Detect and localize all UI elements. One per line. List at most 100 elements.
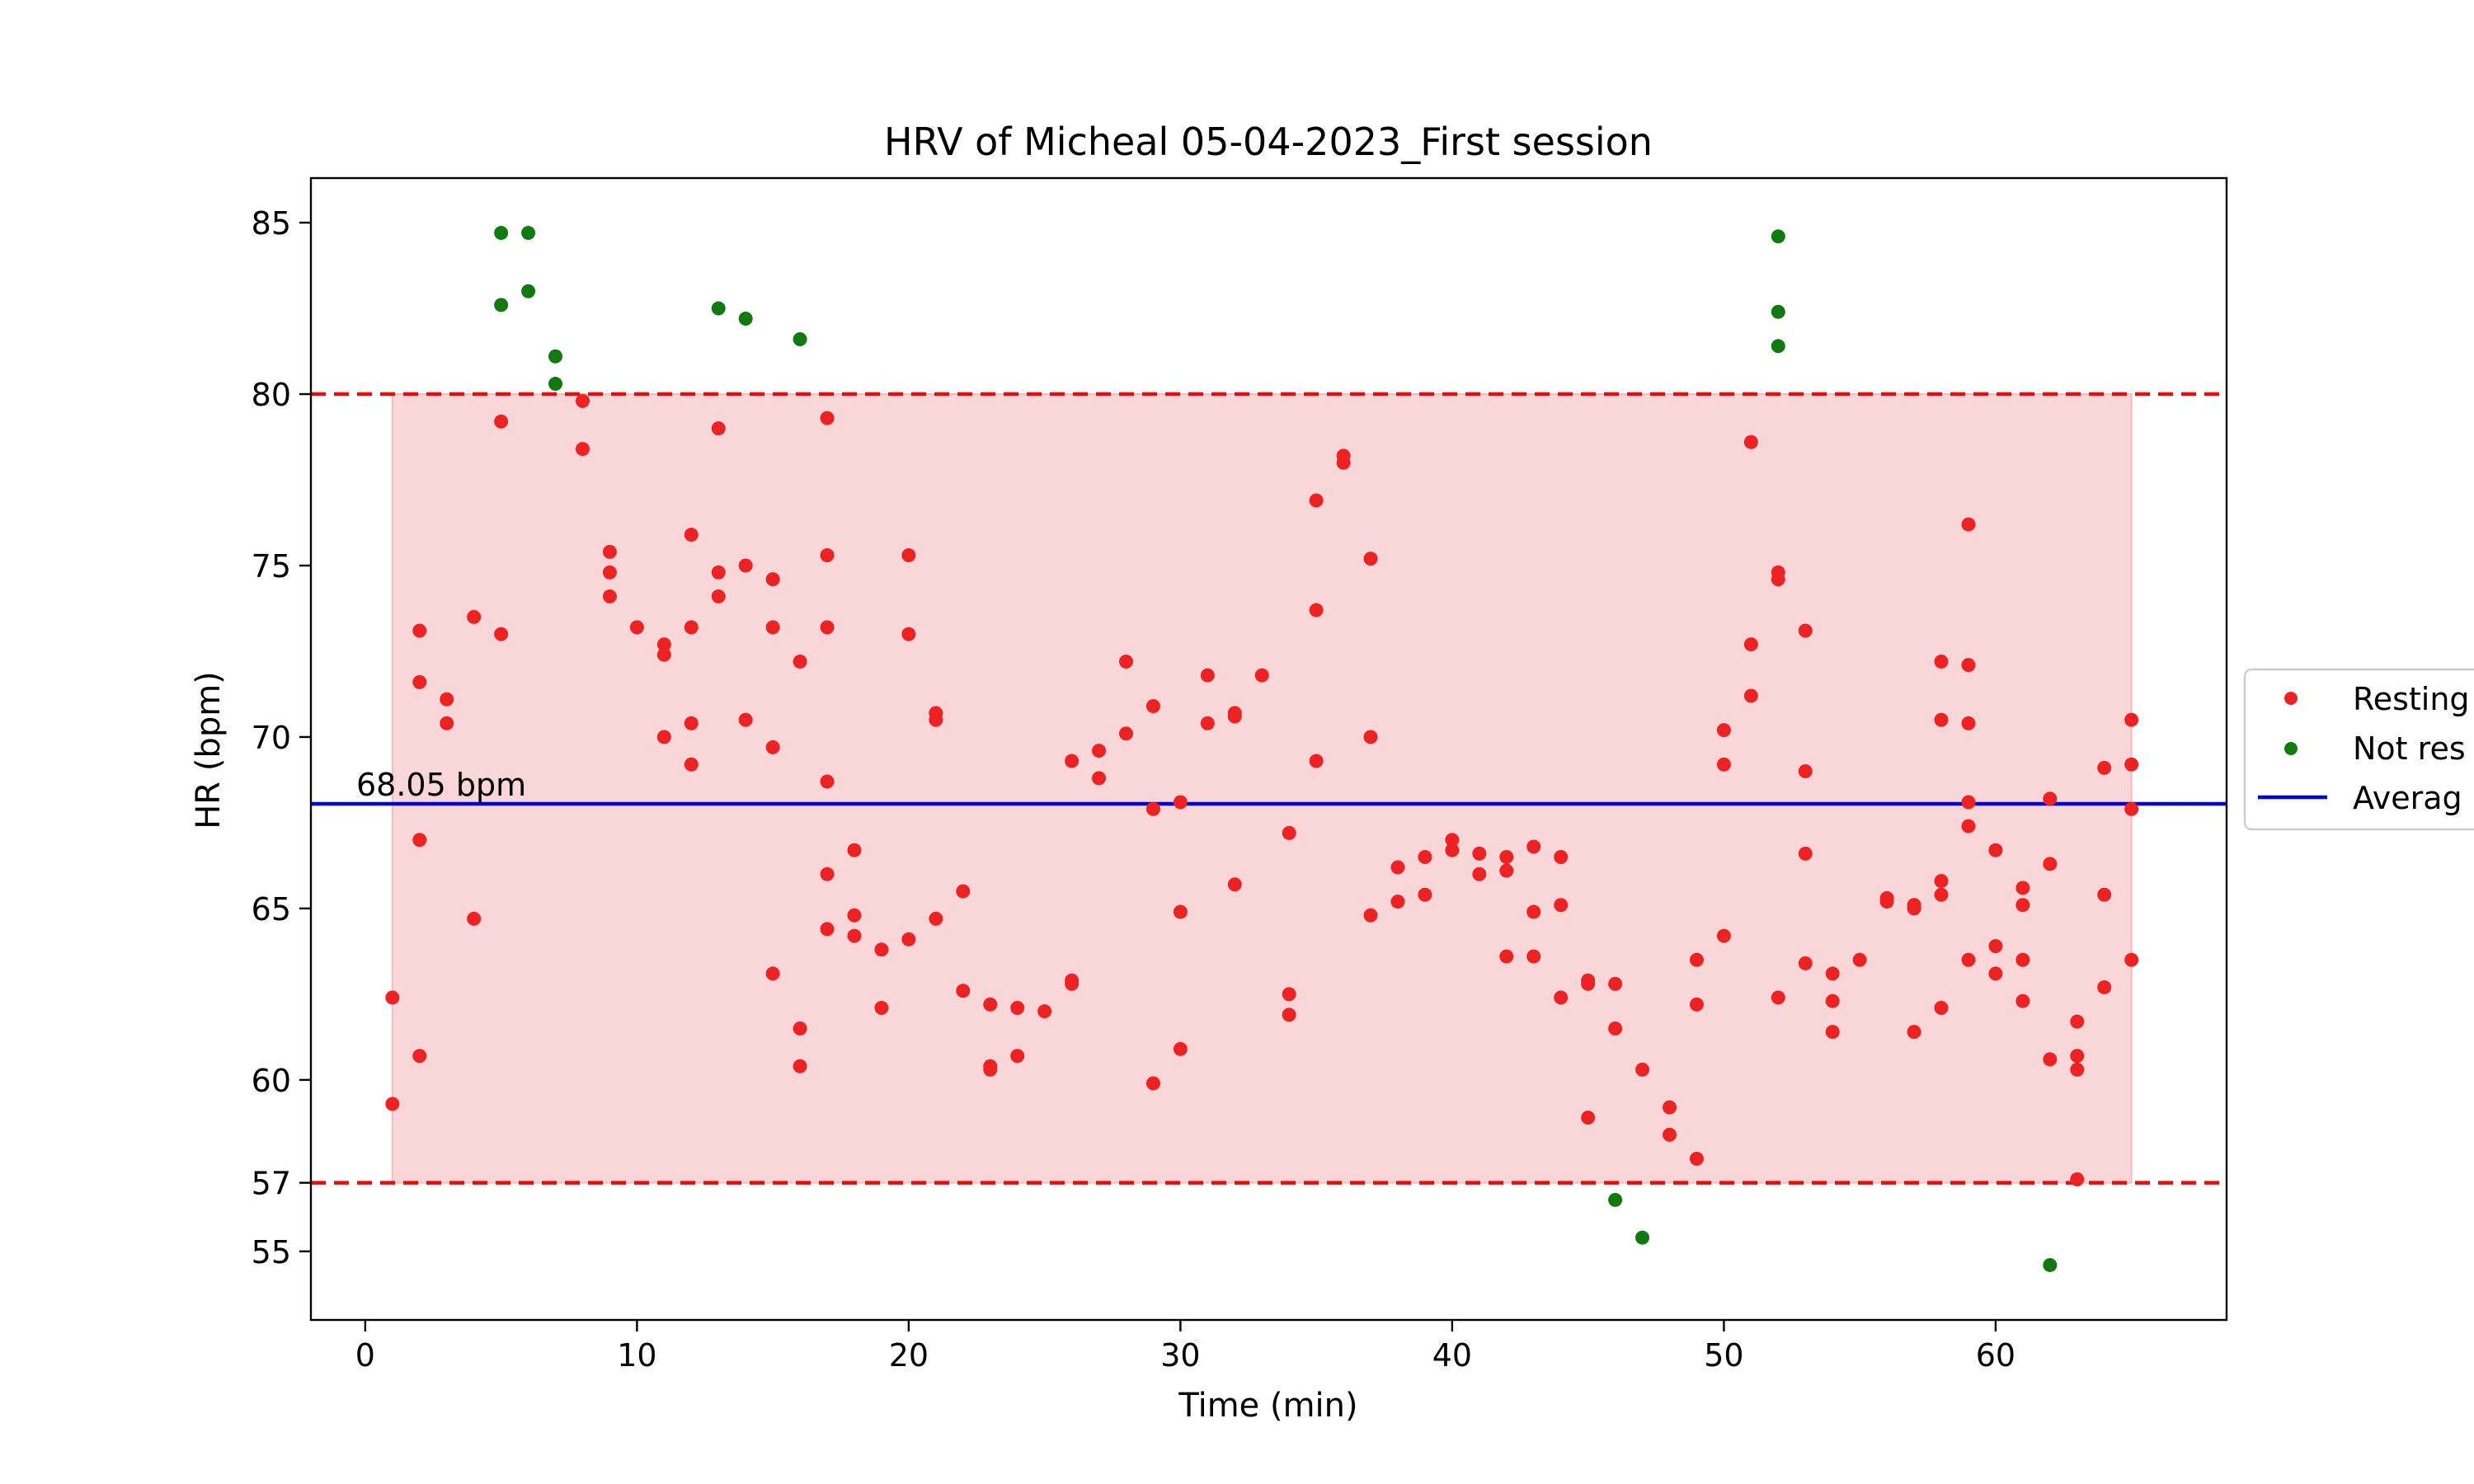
resting-point <box>1472 866 1487 881</box>
resting-point <box>847 928 862 943</box>
plot-layer <box>311 226 2227 1272</box>
not-resting-point <box>793 331 807 346</box>
y-tick-label: 70 <box>252 720 291 756</box>
not-resting-point <box>548 377 563 392</box>
resting-point <box>602 544 617 559</box>
resting-point <box>1526 839 1541 854</box>
resting-point <box>1689 997 1704 1012</box>
resting-point <box>602 589 617 603</box>
resting-point <box>1363 552 1378 566</box>
resting-point <box>1934 887 1949 902</box>
resting-point <box>1961 795 1976 810</box>
resting-point <box>820 922 835 937</box>
resting-point <box>2070 1172 2085 1186</box>
resting-point <box>1879 895 1894 909</box>
x-tick-label: 10 <box>617 1337 656 1374</box>
resting-point <box>2124 712 2139 727</box>
resting-point <box>1145 1076 1160 1091</box>
legend-marker-resting <box>2284 692 2298 705</box>
resting-point <box>2015 952 2030 967</box>
resting-point <box>765 572 780 587</box>
resting-point <box>1418 887 1432 902</box>
resting-point <box>1852 952 1867 967</box>
resting-point <box>1282 987 1296 1002</box>
resting-point <box>1010 1049 1025 1064</box>
resting-point <box>1010 1001 1025 1016</box>
resting-point <box>1472 846 1487 861</box>
resting-point <box>684 620 698 635</box>
y-tick-label: 55 <box>252 1234 291 1270</box>
resting-point <box>1554 898 1569 913</box>
resting-point <box>684 528 698 542</box>
resting-point <box>1227 709 1242 724</box>
resting-point <box>1445 833 1460 848</box>
resting-point <box>983 997 998 1012</box>
resting-point <box>711 421 726 436</box>
resting-point <box>1716 723 1731 738</box>
resting-point <box>2097 887 2112 902</box>
resting-point <box>1743 637 1758 652</box>
resting-point <box>1716 928 1731 943</box>
resting-point <box>1663 1100 1677 1115</box>
not-resting-point <box>494 298 509 312</box>
resting-point <box>2124 757 2139 772</box>
resting-point <box>1145 699 1160 714</box>
resting-point <box>1716 757 1731 772</box>
resting-point <box>820 774 835 789</box>
resting-point <box>1145 801 1160 816</box>
y-tick-label: 57 <box>252 1166 291 1202</box>
resting-point <box>2015 993 2030 1008</box>
resting-point <box>1961 658 1976 673</box>
resting-point <box>467 911 482 926</box>
resting-point <box>1961 517 1976 532</box>
resting-point <box>440 716 454 730</box>
resting-point <box>656 730 671 744</box>
x-tick-label: 50 <box>1704 1337 1743 1374</box>
resting-point <box>1771 990 1785 1005</box>
x-tick-label: 30 <box>1160 1337 1200 1374</box>
axes-frame <box>309 176 2228 1322</box>
resting-point <box>874 1001 889 1016</box>
resting-point <box>1581 976 1596 991</box>
resting-point <box>494 627 509 641</box>
resting-point <box>1254 668 1269 683</box>
resting-point <box>738 558 753 573</box>
resting-point <box>1336 455 1351 470</box>
resting-point <box>874 942 889 957</box>
y-tick-label: 80 <box>252 377 291 413</box>
x-tick-label: 60 <box>1976 1337 2015 1374</box>
legend-box <box>2243 668 2474 831</box>
legend-label-not-resting: Not res <box>2353 730 2466 767</box>
resting-point <box>1961 716 1976 730</box>
y-tick-label: 65 <box>252 891 291 928</box>
resting-point <box>412 833 427 848</box>
resting-point <box>1934 654 1949 669</box>
resting-point <box>901 932 916 946</box>
resting-point <box>1418 850 1432 865</box>
resting-point <box>2070 1049 2085 1064</box>
resting-point <box>1065 754 1079 768</box>
resting-point <box>1961 952 1976 967</box>
x-tick-label: 20 <box>889 1337 929 1374</box>
legend-label-average: Averag <box>2353 780 2462 816</box>
resting-point <box>2070 1014 2085 1029</box>
resting-point <box>820 411 835 425</box>
resting-point <box>1988 843 2003 857</box>
resting-point <box>1689 1152 1704 1167</box>
resting-point <box>1390 860 1405 875</box>
x-tick-label: 0 <box>355 1337 375 1374</box>
resting-point <box>1988 966 2003 981</box>
resting-point <box>2043 791 2058 806</box>
resting-point <box>2124 952 2139 967</box>
resting-point <box>1743 688 1758 703</box>
resting-point <box>2124 801 2139 816</box>
resting-point <box>629 620 644 635</box>
resting-point <box>711 565 726 580</box>
resting-point <box>467 609 482 624</box>
resting-point <box>847 908 862 923</box>
resting-point <box>1363 730 1378 744</box>
not-resting-point <box>2043 1257 2058 1272</box>
resting-point <box>1282 825 1296 840</box>
resting-point <box>1798 764 1813 779</box>
